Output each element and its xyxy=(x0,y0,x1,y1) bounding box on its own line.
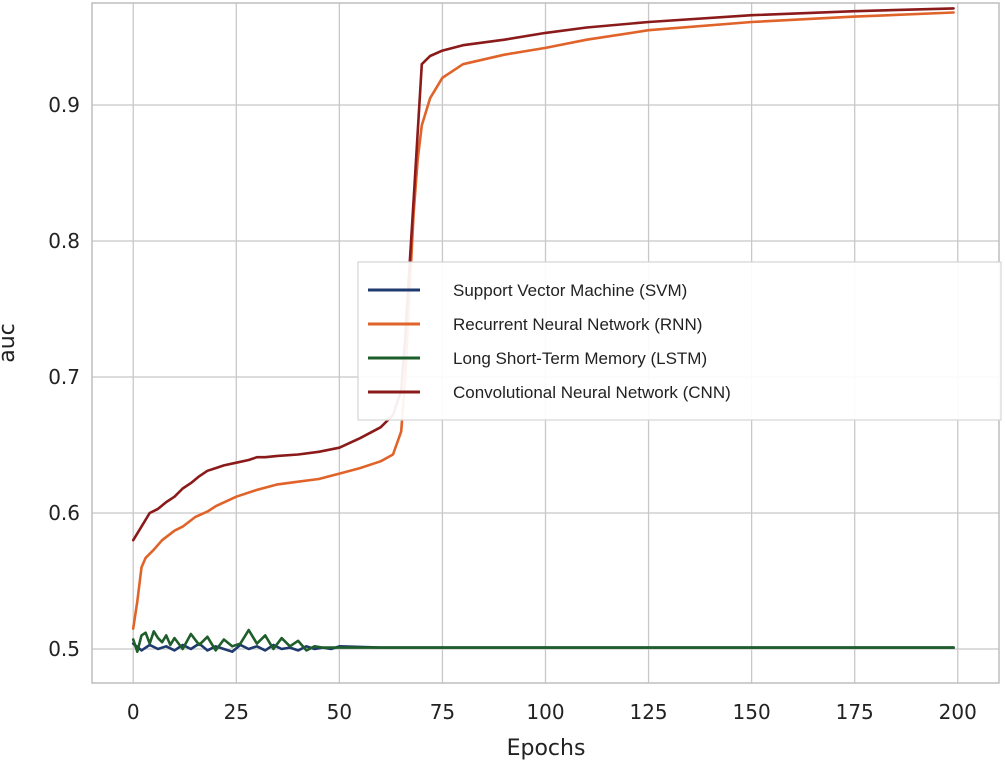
x-tick-label: 0 xyxy=(127,700,140,724)
legend-label: Support Vector Machine (SVM) xyxy=(453,281,687,300)
legend-label: Convolutional Neural Network (CNN) xyxy=(453,383,731,402)
y-axis-label: auc xyxy=(0,323,20,363)
y-tick-label: 0.8 xyxy=(48,229,80,253)
legend: Support Vector Machine (SVM) Recurrent Ne… xyxy=(357,261,1002,421)
legend-label: Recurrent Neural Network (RNN) xyxy=(453,315,702,334)
x-tick-label: 75 xyxy=(430,700,455,724)
y-tick-label: 0.7 xyxy=(48,365,80,389)
x-tick-label: 125 xyxy=(629,700,667,724)
x-tick-label: 150 xyxy=(733,700,771,724)
series-line-rnn xyxy=(131,11,955,630)
legend-label: Long Short-Term Memory (LSTM) xyxy=(453,349,707,368)
y-tick-label: 0.5 xyxy=(48,637,80,661)
y-tick-label: 0.6 xyxy=(48,501,80,525)
x-axis-label: Epochs xyxy=(507,736,586,761)
series-line-lstm xyxy=(131,628,955,654)
x-tick-label: 175 xyxy=(836,700,874,724)
tick-labels: 0 25 50 75 100 125 150 175 200 0.5 0.6 0.7 0.8 0.9 xyxy=(48,93,977,724)
x-tick-label: 200 xyxy=(939,700,977,724)
legend-box xyxy=(357,261,1002,421)
series-line-cnn xyxy=(131,7,955,542)
x-tick-label: 100 xyxy=(526,700,564,724)
x-tick-label: 25 xyxy=(224,700,249,724)
y-tick-label: 0.9 xyxy=(48,93,80,117)
x-tick-label: 50 xyxy=(327,700,352,724)
series-lines xyxy=(131,7,955,654)
